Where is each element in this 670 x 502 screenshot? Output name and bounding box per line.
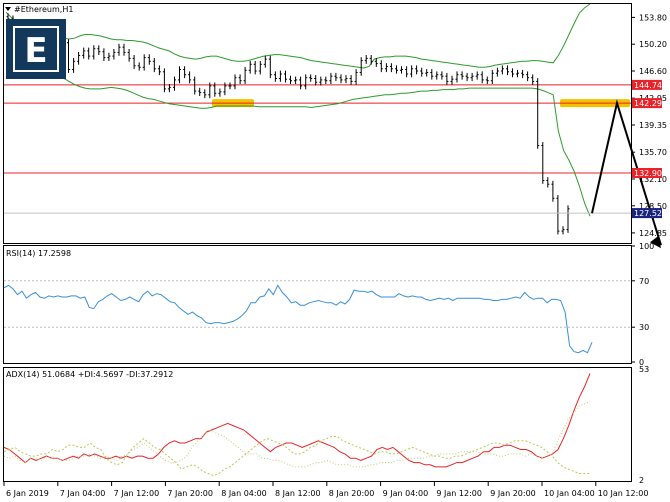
bollinger-lower [5,71,591,217]
current-price-tag [632,208,662,219]
adx-panel-frame [3,367,632,482]
rsi-tick-label: 0 [639,358,644,367]
logo-letter: E [24,31,47,71]
level-tag-label: 142.29 [634,99,662,108]
price-tick-label: 128.50 [639,202,667,211]
price-tick-label: 139.35 [639,121,667,130]
price-tick-label: 146.60 [639,67,667,76]
price-tick-label: 135.70 [639,148,667,157]
rsi-label: RSI(14) 17.2598 [6,249,71,258]
rsi-tick-label: 30 [639,323,649,332]
bollinger-upper [5,3,591,69]
time-tick-label: 9 Jan 12:00 [436,489,482,498]
time-tick-label: 9 Jan 20:00 [490,489,536,498]
time-tick-label: 8 Jan 04:00 [221,489,267,498]
current-price-label: 127.52 [634,209,662,218]
time-tick-label: 10 Jan 04:00 [544,489,595,498]
time-tick-label: 7 Jan 04:00 [60,489,106,498]
rsi-line [3,284,593,354]
level-tag [632,79,662,90]
di-minus-line [3,401,591,468]
price-panel-frame [3,3,632,244]
time-tick-label: 7 Jan 12:00 [114,489,160,498]
time-tick-label: 8 Jan 12:00 [275,489,321,498]
adx-tick-label: 53 [639,365,649,374]
adx-label: ADX(14) 51.0684 +DI:4.5697 -DI:37.2912 [6,370,173,379]
axes: 153.80150.20146.60142.95139.35135.70132.… [3,13,667,498]
level-tag-label: 132.90 [634,169,662,178]
time-tick-label: 9 Jan 04:00 [383,489,429,498]
ethereum-broker-logo-icon [6,19,66,79]
time-tick-label: 8 Jan 20:00 [329,489,375,498]
price-tick-label: 132.10 [639,175,667,184]
rsi-tick-label: 100 [639,242,654,251]
chart-title: #Ethereum,H1 [14,5,73,14]
adx-series [3,373,591,477]
level-tag [632,98,662,109]
time-tick-label: 10 Jan 12:00 [598,489,649,498]
price-tick-label: 150.20 [639,40,667,49]
adx-tick-label: 2 [639,476,644,485]
di-plus-line [3,436,590,477]
time-tick-label: 7 Jan 20:00 [167,489,213,498]
logo: E [6,19,66,79]
arrow-head-icon [650,236,661,249]
price-tick-label: 153.80 [639,13,667,22]
time-tick-label: 6 Jan 2019 [6,489,49,498]
price-series [4,3,662,249]
rsi-series [3,280,631,354]
chart-menu-icon[interactable] [5,7,11,11]
level-tag-label: 144.74 [634,81,662,90]
rsi-tick-label: 70 [639,277,649,286]
rsi-panel-frame [3,245,632,364]
price-tick-label: 124.85 [639,229,667,238]
adx-line [3,373,591,468]
projection-arrow-line [591,99,662,246]
level-tag [632,168,662,178]
